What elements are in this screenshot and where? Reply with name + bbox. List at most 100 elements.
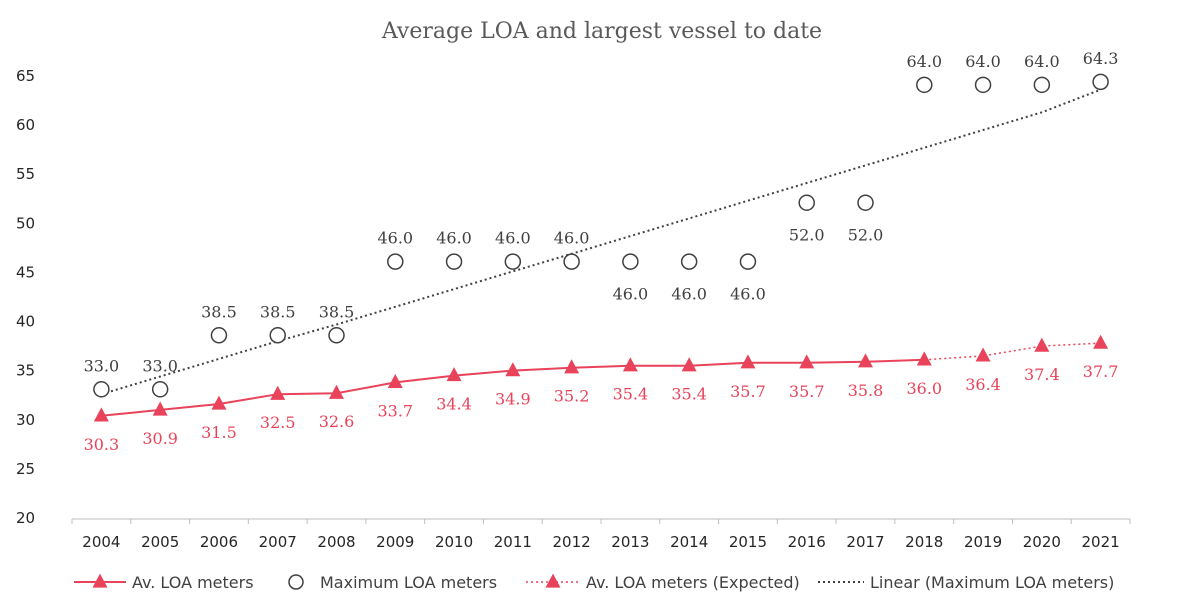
data-label-av-loa: 30.9 [142, 429, 178, 448]
marker-av-loa [329, 384, 344, 399]
data-label-av-loa: 33.7 [377, 401, 413, 420]
marker-av-loa [93, 407, 109, 422]
data-label-maximum-loa: 52.0 [848, 226, 884, 245]
y-tick-label: 55 [16, 165, 35, 183]
marker-maximum-loa [622, 253, 639, 270]
data-label-maximum-loa: 64.0 [965, 52, 1001, 71]
data-label-av-loa: 34.9 [495, 390, 531, 409]
x-tick-label: 2017 [846, 533, 884, 551]
marker-av-loa [446, 367, 462, 382]
x-tick-label: 2008 [317, 533, 355, 551]
marker-av-loa [858, 353, 873, 368]
data-label-av-loa-expected: 37.7 [1083, 362, 1119, 381]
x-tick-label: 2007 [259, 533, 297, 551]
marker-av-loa [152, 401, 168, 416]
data-label-av-loa: 35.4 [613, 385, 649, 404]
x-tick-label: 2015 [729, 533, 767, 551]
x-tick-label: 2021 [1082, 533, 1120, 551]
x-tick-label: 2009 [376, 533, 414, 551]
marker-maximum-loa [151, 381, 169, 398]
marker-av-loa [622, 357, 638, 372]
x-tick-label: 2020 [1023, 533, 1061, 551]
data-label-maximum-loa: 38.5 [319, 302, 355, 321]
marker-maximum-loa [387, 253, 404, 270]
x-tick-label: 2019 [964, 533, 1002, 551]
marker-maximum-loa [210, 327, 228, 344]
marker-maximum-loa [798, 194, 815, 211]
legend-marker-maximum-loa [288, 574, 304, 590]
marker-maximum-loa [1033, 76, 1051, 94]
data-label-maximum-loa: 46.0 [554, 229, 590, 248]
marker-maximum-loa [563, 253, 580, 270]
data-label-maximum-loa: 33.0 [84, 356, 120, 375]
legend-label-av-loa-expected: Av. LOA meters (Expected) [586, 573, 800, 592]
data-label-maximum-loa: 38.5 [201, 302, 237, 321]
data-label-maximum-loa: 33.0 [142, 356, 178, 375]
data-label-av-loa: 35.7 [730, 382, 766, 401]
marker-av-loa [270, 385, 286, 400]
data-label-maximum-loa: 64.3 [1083, 49, 1119, 68]
data-label-av-loa: 32.5 [260, 413, 296, 432]
x-tick-label: 2014 [670, 533, 708, 551]
x-tick-label: 2016 [788, 533, 826, 551]
data-label-av-loa: 34.4 [436, 395, 472, 414]
marker-av-loa-expected [975, 347, 991, 362]
marker-maximum-loa [916, 76, 933, 94]
data-label-av-loa-expected: 37.4 [1024, 365, 1060, 384]
axes-layer: 2004 2005 2006 2007 2008 2009 2010 2011 2012 2013… [16, 67, 1131, 551]
legend-marker-av-loa [92, 573, 108, 588]
marker-av-loa [505, 362, 521, 377]
legend-label-maximum-loa: Maximum LOA meters [320, 573, 497, 592]
y-tick-label: 20 [16, 509, 35, 527]
data-label-av-loa: 35.4 [671, 385, 707, 404]
x-tick-label: 2005 [141, 533, 179, 551]
labels-layer: 30.3 30.9 31.5 32.5 32.6 33.7 34.4 34.9 35.2 35.4… [84, 49, 1119, 454]
data-label-maximum-loa: 46.0 [730, 285, 766, 304]
marker-maximum-loa [739, 253, 757, 270]
marker-maximum-loa [93, 381, 110, 398]
x-tick-label: 2011 [494, 533, 532, 551]
marker-av-loa-expected [1034, 337, 1050, 352]
y-tick-label: 35 [16, 362, 35, 380]
data-label-maximum-loa: 38.5 [260, 302, 296, 321]
marker-av-loa [387, 373, 403, 389]
marker-maximum-loa [269, 327, 286, 344]
trendline-maximum-loa [101, 88, 1101, 396]
data-label-av-loa: 30.3 [84, 435, 120, 454]
y-tick-label: 25 [16, 460, 35, 478]
data-label-maximum-loa: 46.0 [613, 285, 649, 304]
data-label-maximum-loa: 52.0 [789, 226, 825, 245]
y-tick-label: 60 [16, 116, 35, 134]
data-label-maximum-loa: 46.0 [495, 229, 531, 248]
marker-av-loa-expected [1093, 334, 1109, 349]
marker-av-loa [681, 357, 697, 372]
x-tick-label: 2004 [82, 533, 120, 551]
marker-maximum-loa [857, 194, 874, 211]
marker-av-loa [740, 354, 756, 369]
y-tick-label: 40 [16, 313, 35, 331]
data-label-maximum-loa: 46.0 [436, 229, 472, 248]
data-label-maximum-loa: 46.0 [377, 229, 413, 248]
y-tick-label: 65 [16, 67, 35, 85]
marker-av-loa [799, 354, 815, 369]
data-label-av-loa-expected: 36.4 [965, 375, 1001, 394]
data-label-av-loa: 35.2 [554, 387, 590, 406]
x-tick-label: 2013 [611, 533, 649, 551]
x-tick-label: 2006 [200, 533, 238, 551]
x-tick-label: 2018 [905, 533, 943, 551]
marker-maximum-loa [504, 253, 522, 270]
data-label-maximum-loa: 64.0 [1024, 52, 1060, 71]
marker-maximum-loa [680, 253, 698, 270]
legend-marker-av-loa-expected [545, 573, 561, 588]
y-tick-label: 30 [16, 411, 35, 429]
marker-maximum-loa [974, 76, 992, 94]
x-tick-label: 2010 [435, 533, 473, 551]
data-label-av-loa: 35.7 [789, 382, 825, 401]
data-label-maximum-loa: 46.0 [671, 285, 707, 304]
data-label-av-loa: 36.0 [906, 379, 942, 398]
y-tick-label: 45 [16, 263, 35, 281]
marker-maximum-loa [1092, 73, 1109, 91]
series-layer [93, 73, 1109, 422]
